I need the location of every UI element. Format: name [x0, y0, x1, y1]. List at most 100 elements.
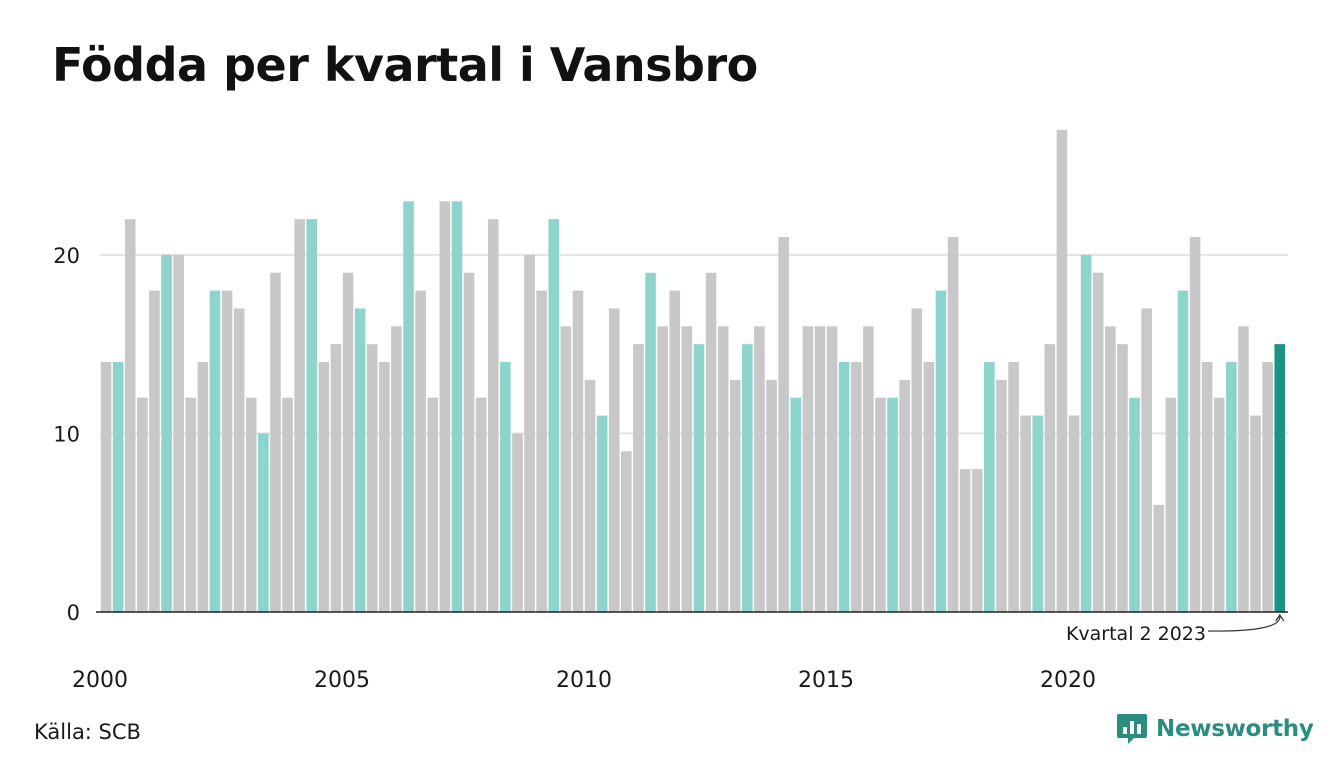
bar	[1226, 362, 1237, 612]
bar	[802, 326, 814, 612]
bar	[887, 397, 898, 612]
bar	[270, 272, 281, 612]
bar	[451, 201, 463, 613]
bar	[342, 272, 354, 612]
bar	[427, 397, 439, 612]
bar	[899, 379, 910, 612]
bar	[875, 397, 886, 612]
x-tick-label: 2020	[1040, 668, 1096, 693]
y-tick-label: 0	[67, 601, 80, 625]
bar	[766, 379, 777, 612]
bar	[1250, 415, 1261, 612]
bar	[1080, 254, 1092, 612]
bar	[1153, 504, 1165, 612]
bar	[439, 201, 451, 613]
bar	[548, 219, 560, 612]
bar	[1068, 415, 1080, 612]
bar	[633, 344, 644, 612]
bar	[366, 344, 378, 612]
bar	[996, 379, 1007, 612]
bar	[971, 469, 983, 612]
bar	[742, 344, 753, 612]
bar	[161, 254, 172, 612]
annotation-arrowhead	[1275, 613, 1285, 622]
x-tick-label: 2000	[72, 668, 128, 693]
bar	[693, 344, 705, 612]
bar	[947, 237, 959, 612]
brand-logo: Newsworthy	[1116, 712, 1314, 746]
bar	[717, 326, 729, 612]
bar	[100, 362, 112, 612]
bar	[838, 362, 850, 612]
bar	[500, 362, 511, 612]
axes: 0 10 20 2000 2005 2010 2015 2020	[53, 244, 1288, 693]
annotation-arrow	[1207, 615, 1281, 632]
bar	[1189, 237, 1201, 612]
bar	[790, 397, 802, 612]
bar	[1213, 397, 1225, 612]
bar	[197, 362, 209, 612]
bar	[621, 451, 632, 612]
bar	[1165, 397, 1177, 612]
annotation-label: Kvartal 2 2023	[1066, 623, 1206, 645]
bar	[560, 326, 572, 612]
bar	[1274, 344, 1286, 612]
bar	[403, 201, 414, 613]
bar	[959, 469, 971, 612]
bar	[221, 290, 233, 612]
bar	[645, 272, 656, 612]
bar	[124, 219, 136, 612]
page-title: Födda per kvartal i Vansbro	[52, 38, 758, 92]
bar	[850, 362, 862, 612]
bar	[306, 219, 318, 612]
bar	[669, 290, 681, 612]
bar	[572, 290, 584, 612]
bar	[233, 308, 245, 612]
x-tick-label: 2010	[556, 668, 612, 693]
bar	[536, 290, 547, 612]
bar	[487, 219, 499, 612]
bar	[1056, 129, 1068, 612]
bar	[245, 397, 257, 612]
bar	[729, 379, 741, 612]
y-tick-label: 20	[53, 244, 80, 268]
bar	[1117, 344, 1128, 612]
bar	[137, 397, 148, 612]
bar	[608, 308, 620, 612]
bar	[1262, 362, 1273, 612]
bar	[282, 397, 293, 612]
bar	[911, 308, 923, 612]
x-tick-label: 2015	[798, 668, 854, 693]
bar	[681, 326, 693, 612]
bar	[1177, 290, 1189, 612]
bars	[100, 129, 1286, 613]
bar	[1032, 415, 1044, 612]
bar	[294, 219, 305, 612]
bar	[185, 397, 197, 612]
bar	[778, 237, 789, 612]
bar	[1008, 362, 1019, 612]
newsworthy-logo-icon	[1117, 714, 1147, 744]
chart-annotation: Kvartal 2 2023	[1066, 613, 1285, 645]
bar	[391, 326, 402, 612]
bar	[149, 290, 160, 612]
bar	[754, 326, 765, 612]
bar	[379, 362, 390, 612]
bar	[112, 362, 124, 612]
bar	[318, 362, 330, 612]
bar	[524, 254, 535, 612]
y-tick-label: 10	[53, 422, 80, 446]
bar	[1238, 326, 1249, 612]
bar	[923, 362, 935, 612]
bar	[863, 326, 874, 612]
bar	[1105, 326, 1116, 612]
bar	[1129, 397, 1140, 612]
bar	[1141, 308, 1152, 612]
bar	[209, 290, 221, 612]
bar	[1044, 344, 1056, 612]
brand-name: Newsworthy	[1156, 716, 1314, 742]
bar	[584, 379, 596, 612]
x-tick-label: 2005	[314, 668, 370, 693]
bar	[354, 308, 366, 612]
